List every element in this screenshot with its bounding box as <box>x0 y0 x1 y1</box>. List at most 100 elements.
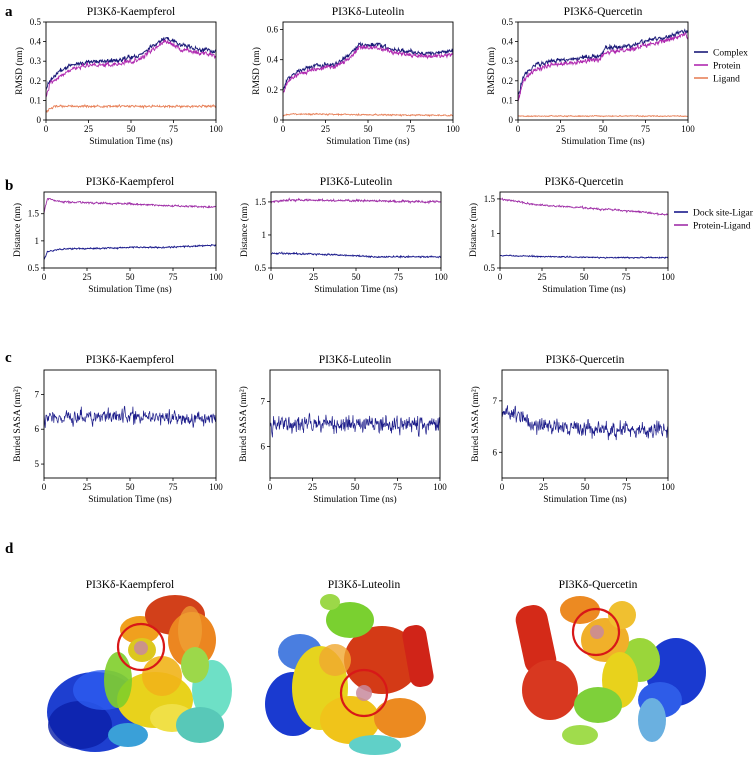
series-line-protein <box>518 32 688 102</box>
series-line-dock-site-ligand <box>44 243 216 260</box>
chart-rmsd-kaempferol: PI3Kδ-Kaempferol 0 25 50 75 100 0 0.1 0.2 0.3 0.4 0… <box>14 6 223 147</box>
binding-site-circle <box>116 622 166 672</box>
chart-distance-luteolin: PI3Kδ-Luteolin 0 25 50 75 100 0.5 1 1.5 Stimulati… <box>239 176 448 295</box>
x-axis-label: Stimulation Time (ns) <box>314 284 397 295</box>
x-tick-label: 100 <box>681 124 695 134</box>
panel-letter-c: c <box>5 350 12 366</box>
x-tick-label: 100 <box>433 482 447 492</box>
x-tick-label: 50 <box>126 272 136 282</box>
chart-buried-sasa-luteolin: PI3Kδ-Luteolin 0 25 50 75 100 6 7 Stimulation Ti… <box>238 354 447 505</box>
panel-letter-d: d <box>5 541 14 557</box>
y-tick-label: 1 <box>262 230 267 240</box>
chart-distance-quercetin: PI3Kδ-Quercetin 0 25 50 75 100 0.5 1 1.5 Stimulat… <box>468 176 753 295</box>
x-tick-label: 100 <box>209 124 223 134</box>
series-line-complex <box>518 28 688 98</box>
y-tick-label: 0.3 <box>30 56 42 66</box>
x-axis-label: Stimulation Time (ns) <box>542 284 625 295</box>
y-axis-label: RMSD (nm) <box>486 47 497 95</box>
structure-title-quercetin: PI3Kδ-Quercetin <box>559 579 638 591</box>
x-tick-label: 50 <box>352 272 362 282</box>
chart-title: PI3Kδ-Quercetin <box>564 6 643 18</box>
y-tick-label: 0.4 <box>502 37 514 47</box>
chart-title: PI3Kδ-Luteolin <box>319 354 392 366</box>
legend-label: Complex <box>713 49 748 59</box>
y-tick-label: 0 <box>37 115 42 125</box>
chart-title: PI3Kδ-Kaempferol <box>86 176 174 188</box>
y-tick-label: 0.5 <box>28 263 40 273</box>
x-tick-label: 75 <box>169 482 179 492</box>
x-tick-label: 75 <box>169 124 179 134</box>
y-axis-label: RMSD (nm) <box>14 47 25 95</box>
x-tick-label: 100 <box>209 482 223 492</box>
chart-title: PI3Kδ-Quercetin <box>545 176 624 188</box>
y-tick-label: 7 <box>35 389 40 399</box>
series-line-ligand <box>518 114 688 118</box>
x-axis-label: Stimulation Time (ns) <box>313 494 396 505</box>
protein-structure-kaempferol <box>47 595 232 752</box>
y-tick-label: 0 <box>509 115 514 125</box>
y-axis-label: Buried SASA (nm²) <box>470 386 481 462</box>
x-tick-label: 100 <box>209 272 223 282</box>
y-axis-label: Buried SASA (nm²) <box>12 386 23 462</box>
x-tick-label: 0 <box>281 124 286 134</box>
series-line-dock-site-ligand <box>271 251 441 259</box>
x-tick-label: 50 <box>599 124 609 134</box>
plot-frame <box>517 21 689 121</box>
series-line-buried-sasa <box>270 412 440 438</box>
y-tick-label: 1.5 <box>28 209 40 219</box>
y-tick-label: 0.5 <box>502 17 514 27</box>
x-axis-label: Stimulation Time (ns) <box>326 136 409 147</box>
x-tick-label: 25 <box>308 482 318 492</box>
series-line-ligand <box>46 103 216 113</box>
x-tick-label: 75 <box>393 482 403 492</box>
structure-title-luteolin: PI3Kδ-Luteolin <box>328 579 401 591</box>
x-tick-label: 75 <box>622 482 632 492</box>
x-axis-label: Stimulation Time (ns) <box>88 494 171 505</box>
y-tick-label: 0.1 <box>30 95 41 105</box>
chart-title: PI3Kδ-Luteolin <box>320 176 393 188</box>
y-tick-label: 0.1 <box>502 95 513 105</box>
series-line-complex <box>283 41 453 93</box>
protein-structure-luteolin <box>265 594 434 755</box>
x-tick-label: 0 <box>516 124 521 134</box>
x-tick-label: 75 <box>169 272 179 282</box>
x-tick-label: 0 <box>500 482 505 492</box>
x-tick-label: 0 <box>42 272 47 282</box>
x-tick-label: 25 <box>83 272 93 282</box>
x-tick-label: 0 <box>268 482 273 492</box>
legend-label: Ligand <box>713 75 740 85</box>
series-line-buried-sasa <box>502 405 668 441</box>
series-line-protein-ligand <box>271 197 441 205</box>
y-tick-label: 1 <box>35 236 40 246</box>
ligand-icon <box>356 685 372 701</box>
legend-label: Protein <box>713 62 741 72</box>
y-tick-label: 0.2 <box>267 85 278 95</box>
x-tick-label: 25 <box>556 124 566 134</box>
x-tick-label: 25 <box>539 482 549 492</box>
plot-frame <box>43 369 217 479</box>
ligand-icon <box>134 641 148 655</box>
chart-title: PI3Kδ-Luteolin <box>332 6 405 18</box>
x-tick-label: 50 <box>580 272 590 282</box>
y-tick-label: 0.6 <box>267 25 279 35</box>
protein-structure-quercetin <box>515 596 706 745</box>
x-tick-label: 0 <box>42 482 47 492</box>
series-line-complex <box>46 36 216 91</box>
x-tick-label: 0 <box>498 272 503 282</box>
y-tick-label: 0.2 <box>502 76 513 86</box>
structure-title-kaempferol: PI3Kδ-Kaempferol <box>86 579 174 591</box>
y-axis-label: Distance (nm) <box>12 203 23 257</box>
panel-letter-b: b <box>5 178 13 194</box>
x-tick-label: 75 <box>622 272 632 282</box>
y-tick-label: 0.5 <box>255 263 267 273</box>
y-tick-label: 0 <box>274 115 279 125</box>
series-line-dock-site-ligand <box>500 254 668 260</box>
x-tick-label: 100 <box>661 272 675 282</box>
y-tick-label: 0.3 <box>502 56 514 66</box>
x-axis-label: Stimulation Time (ns) <box>88 284 171 295</box>
y-tick-label: 1.5 <box>484 194 496 204</box>
chart-title: PI3Kδ-Kaempferol <box>87 6 175 18</box>
x-tick-label: 0 <box>269 272 274 282</box>
y-tick-label: 0.2 <box>30 76 41 86</box>
y-tick-label: 0.4 <box>267 55 279 65</box>
